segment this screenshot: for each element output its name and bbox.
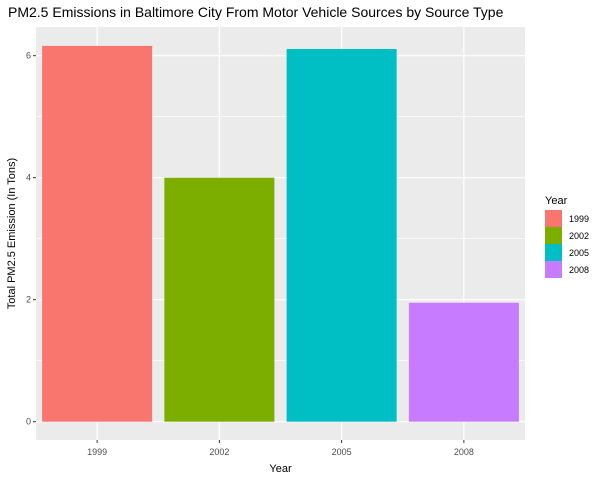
legend-swatch-1999 [545,210,562,227]
chart-title: PM2.5 Emissions in Baltimore City From M… [8,4,504,20]
y-tick-label: 4 [26,173,31,183]
bar-1999 [42,45,153,422]
x-tick-label: 2005 [332,447,352,457]
legend-swatch-2005 [545,244,562,261]
y-tick-label: 6 [26,51,31,61]
x-axis: 1999 2002 2005 2008 [87,440,474,457]
legend-label-2008: 2008 [569,265,589,275]
bars [42,45,519,422]
y-axis-title: Total PM2.5 Emission (In Tons) [6,158,18,309]
y-tick-label: 2 [26,295,31,305]
legend: Year 1999 2002 2005 2008 [545,195,589,278]
bar-2005 [286,48,397,422]
y-axis: 0 2 4 6 [26,51,36,427]
x-axis-title: Year [269,463,292,475]
bar-2008 [408,302,519,422]
legend-swatch-2008 [545,261,562,278]
legend-items: 1999 2002 2005 2008 [545,210,589,278]
bar-2002 [164,177,275,422]
legend-label-2002: 2002 [569,231,589,241]
y-tick-label: 0 [26,417,31,427]
x-tick-label: 2008 [454,447,474,457]
legend-title: Year [545,195,568,207]
legend-label-1999: 1999 [569,214,589,224]
legend-swatch-2002 [545,227,562,244]
x-tick-label: 1999 [87,447,107,457]
legend-label-2005: 2005 [569,248,589,258]
x-tick-label: 2002 [209,447,229,457]
